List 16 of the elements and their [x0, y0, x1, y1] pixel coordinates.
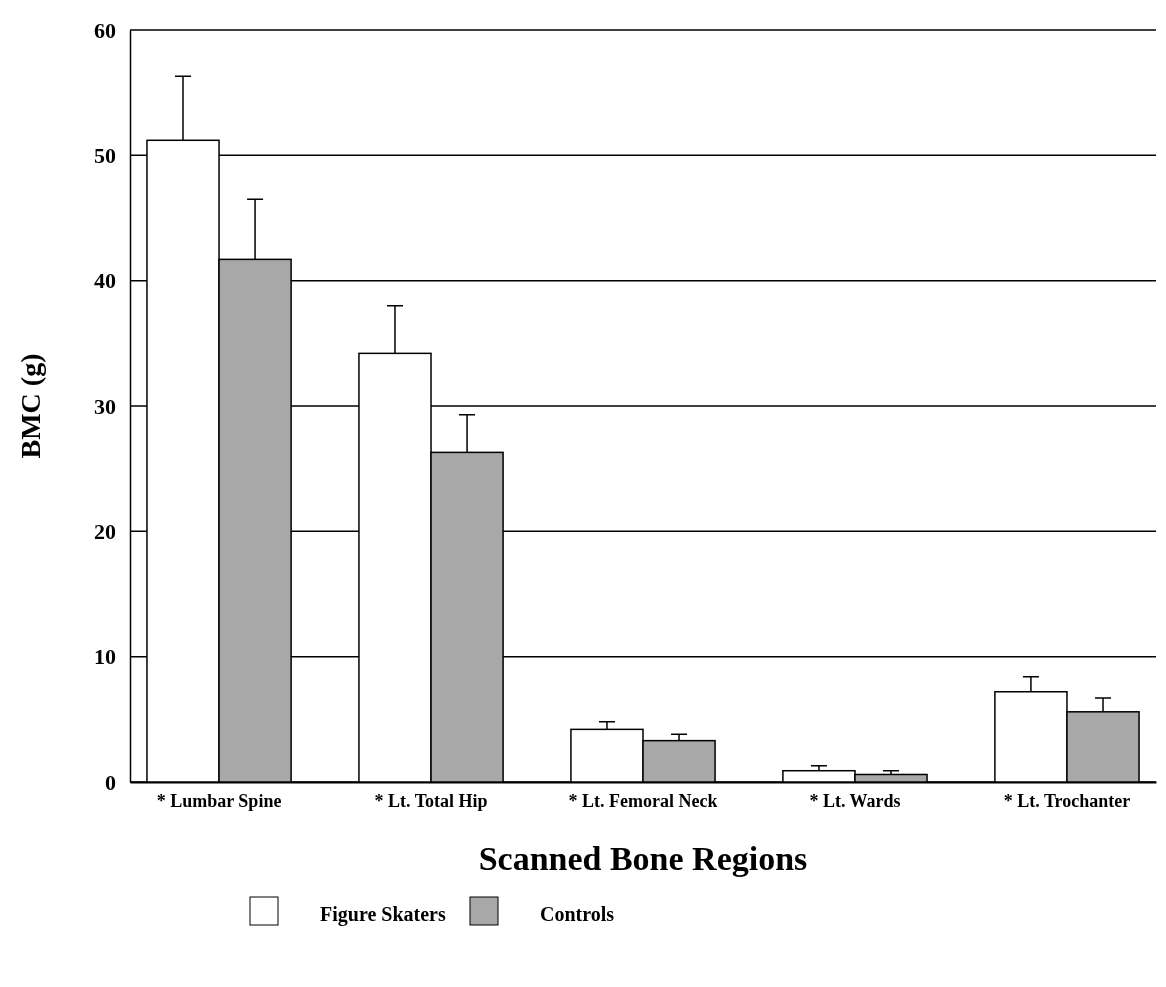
x-tick-label: * Lt. Wards	[809, 790, 901, 811]
y-tick-label: 40	[94, 268, 116, 294]
legend-label: Controls	[540, 903, 615, 925]
x-tick-label: * Lt. Total Hip	[374, 790, 488, 811]
y-axis-title: BMC (g)	[15, 353, 46, 459]
x-tick-label: * Lt. Trochanter	[1003, 790, 1131, 811]
y-tick-label: 20	[94, 518, 116, 544]
x-tick-label: * Lumbar Spine	[156, 790, 282, 811]
y-tick-label: 10	[94, 644, 116, 670]
y-tick-label: 60	[94, 17, 116, 43]
x-tick-label: * Lt. Femoral Neck	[568, 790, 718, 811]
y-tick-label: 50	[94, 142, 116, 168]
y-tick-label: 0	[105, 769, 116, 795]
legend-label: Figure Skaters	[320, 903, 446, 926]
y-tick-label: 30	[94, 393, 116, 419]
x-axis-title: Scanned Bone Regions	[478, 840, 808, 877]
